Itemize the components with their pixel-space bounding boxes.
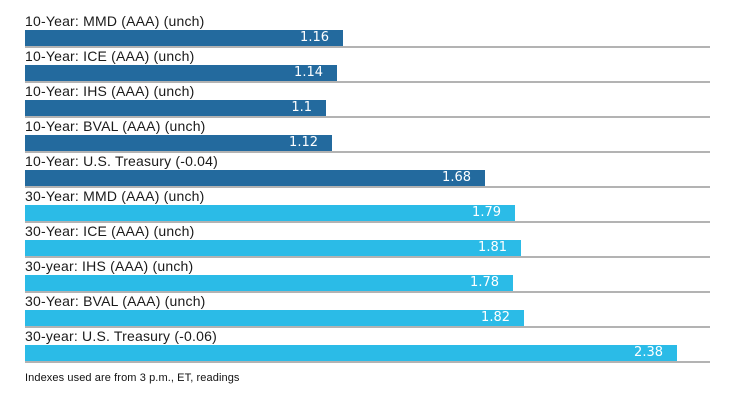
bar: 2.38 bbox=[25, 345, 677, 361]
category-label: 30-Year: BVAL (AAA) (unch) bbox=[25, 293, 206, 309]
bar-value-label: 1.79 bbox=[472, 205, 501, 220]
bar-value-label: 1.68 bbox=[442, 170, 471, 185]
bar: 1.78 bbox=[25, 275, 513, 291]
bar: 1.68 bbox=[25, 170, 485, 186]
chart-row: 10-Year: IHS (AAA) (unch) 1.1 bbox=[25, 83, 740, 118]
category-label: 30-Year: MMD (AAA) (unch) bbox=[25, 188, 205, 204]
chart-row: 10-Year: MMD (AAA) (unch) 1.16 bbox=[25, 13, 740, 48]
bar-value-label: 1.12 bbox=[289, 135, 318, 150]
bar-track: 2.38 bbox=[25, 345, 710, 363]
bar: 1.14 bbox=[25, 65, 337, 81]
chart-footnote: Indexes used are from 3 p.m., ET, readin… bbox=[25, 372, 240, 384]
bar-value-label: 2.38 bbox=[634, 345, 663, 360]
category-label: 10-Year: MMD (AAA) (unch) bbox=[25, 13, 205, 29]
bar: 1.16 bbox=[25, 30, 343, 46]
bar-track: 1.68 bbox=[25, 170, 710, 188]
bar: 1.12 bbox=[25, 135, 332, 151]
bar-value-label: 1.14 bbox=[294, 65, 323, 80]
category-label: 10-Year: BVAL (AAA) (unch) bbox=[25, 118, 206, 134]
bar-track: 1.78 bbox=[25, 275, 710, 293]
bar-track: 1.81 bbox=[25, 240, 710, 258]
bar-value-label: 1.81 bbox=[478, 240, 507, 255]
bar-track: 1.1 bbox=[25, 100, 710, 118]
bar-track: 1.79 bbox=[25, 205, 710, 223]
category-label: 10-Year: U.S. Treasury (-0.04) bbox=[25, 153, 219, 169]
chart-row: 30-Year: MMD (AAA) (unch) 1.79 bbox=[25, 188, 740, 223]
category-label: 30-year: IHS (AAA) (unch) bbox=[25, 258, 194, 274]
category-label: 10-Year: ICE (AAA) (unch) bbox=[25, 48, 195, 64]
bar: 1.82 bbox=[25, 310, 524, 326]
bar: 1.1 bbox=[25, 100, 326, 116]
category-label: 30-Year: ICE (AAA) (unch) bbox=[25, 223, 195, 239]
bar-value-label: 1.82 bbox=[481, 310, 510, 325]
chart-row: 10-Year: U.S. Treasury (-0.04) 1.68 bbox=[25, 153, 740, 188]
chart-row: 30-Year: ICE (AAA) (unch) 1.81 bbox=[25, 223, 740, 258]
chart-row: 30-year: U.S. Treasury (-0.06) 2.38 bbox=[25, 328, 740, 363]
chart-rows: 10-Year: MMD (AAA) (unch) 1.16 10-Year: … bbox=[25, 13, 740, 363]
chart-row: 30-year: IHS (AAA) (unch) 1.78 bbox=[25, 258, 740, 293]
bar-value-label: 1.16 bbox=[300, 30, 329, 45]
category-label: 10-Year: IHS (AAA) (unch) bbox=[25, 83, 195, 99]
chart-row: 10-Year: BVAL (AAA) (unch) 1.12 bbox=[25, 118, 740, 153]
bar: 1.81 bbox=[25, 240, 521, 256]
category-label: 30-year: U.S. Treasury (-0.06) bbox=[25, 328, 217, 344]
bar-track: 1.12 bbox=[25, 135, 710, 153]
bar-value-label: 1.1 bbox=[291, 100, 312, 115]
bar: 1.79 bbox=[25, 205, 515, 221]
chart-row: 10-Year: ICE (AAA) (unch) 1.14 bbox=[25, 48, 740, 83]
bar-track: 1.16 bbox=[25, 30, 710, 48]
bar-track: 1.14 bbox=[25, 65, 710, 83]
chart-row: 30-Year: BVAL (AAA) (unch) 1.82 bbox=[25, 293, 740, 328]
bar-value-label: 1.78 bbox=[470, 275, 499, 290]
bar-track: 1.82 bbox=[25, 310, 710, 328]
